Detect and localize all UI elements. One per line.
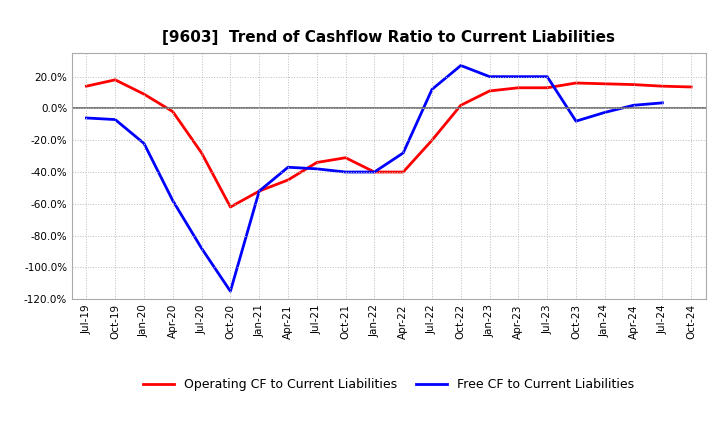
Operating CF to Current Liabilities [658,84,667,89]
Operating CF to Current Liabilities [284,177,292,183]
Free CF to Current Liabilities [255,188,264,194]
Operating CF to Current Liabilities [255,188,264,194]
Operating CF to Current Liabilities [168,109,177,114]
Free CF to Current Liabilities [341,169,350,175]
Operating CF to Current Liabilities [485,88,494,94]
Free CF to Current Liabilities [428,87,436,92]
Free CF to Current Liabilities [543,74,552,79]
Operating CF to Current Liabilities [312,160,321,165]
Free CF to Current Liabilities [514,74,523,79]
Operating CF to Current Liabilities [370,169,379,175]
Free CF to Current Liabilities [82,115,91,121]
Free CF to Current Liabilities [168,198,177,203]
Operating CF to Current Liabilities [629,82,638,87]
Operating CF to Current Liabilities [543,85,552,90]
Free CF to Current Liabilities [600,110,609,115]
Operating CF to Current Liabilities [600,81,609,86]
Operating CF to Current Liabilities [226,204,235,209]
Legend: Operating CF to Current Liabilities, Free CF to Current Liabilities: Operating CF to Current Liabilities, Fre… [138,374,639,396]
Operating CF to Current Liabilities [111,77,120,82]
Operating CF to Current Liabilities [456,103,465,108]
Free CF to Current Liabilities [197,246,206,251]
Operating CF to Current Liabilities [572,81,580,86]
Free CF to Current Liabilities [456,63,465,68]
Operating CF to Current Liabilities [197,150,206,156]
Free CF to Current Liabilities [485,74,494,79]
Free CF to Current Liabilities [399,150,408,156]
Free CF to Current Liabilities [284,165,292,170]
Operating CF to Current Liabilities [514,85,523,90]
Operating CF to Current Liabilities [687,84,696,90]
Free CF to Current Liabilities [111,117,120,122]
Free CF to Current Liabilities [572,118,580,124]
Free CF to Current Liabilities [226,289,235,294]
Free CF to Current Liabilities [312,166,321,172]
Line: Free CF to Current Liabilities: Free CF to Current Liabilities [86,66,662,291]
Line: Operating CF to Current Liabilities: Operating CF to Current Liabilities [86,80,691,207]
Operating CF to Current Liabilities [140,92,148,97]
Operating CF to Current Liabilities [399,169,408,175]
Free CF to Current Liabilities [370,169,379,175]
Free CF to Current Liabilities [629,103,638,108]
Operating CF to Current Liabilities [341,155,350,160]
Operating CF to Current Liabilities [428,138,436,143]
Free CF to Current Liabilities [140,141,148,146]
Operating CF to Current Liabilities [82,84,91,89]
Free CF to Current Liabilities [658,100,667,106]
Title: [9603]  Trend of Cashflow Ratio to Current Liabilities: [9603] Trend of Cashflow Ratio to Curren… [162,29,616,45]
